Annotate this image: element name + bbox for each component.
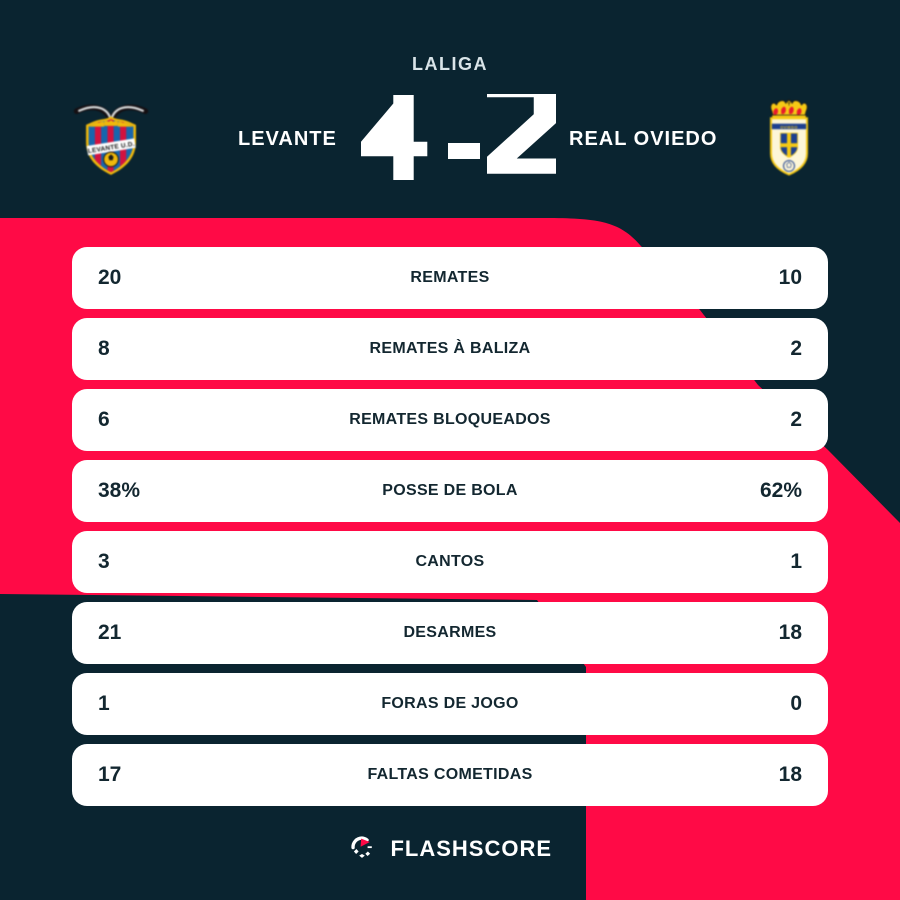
- svg-text:OVIEDO: OVIEDO: [780, 124, 797, 129]
